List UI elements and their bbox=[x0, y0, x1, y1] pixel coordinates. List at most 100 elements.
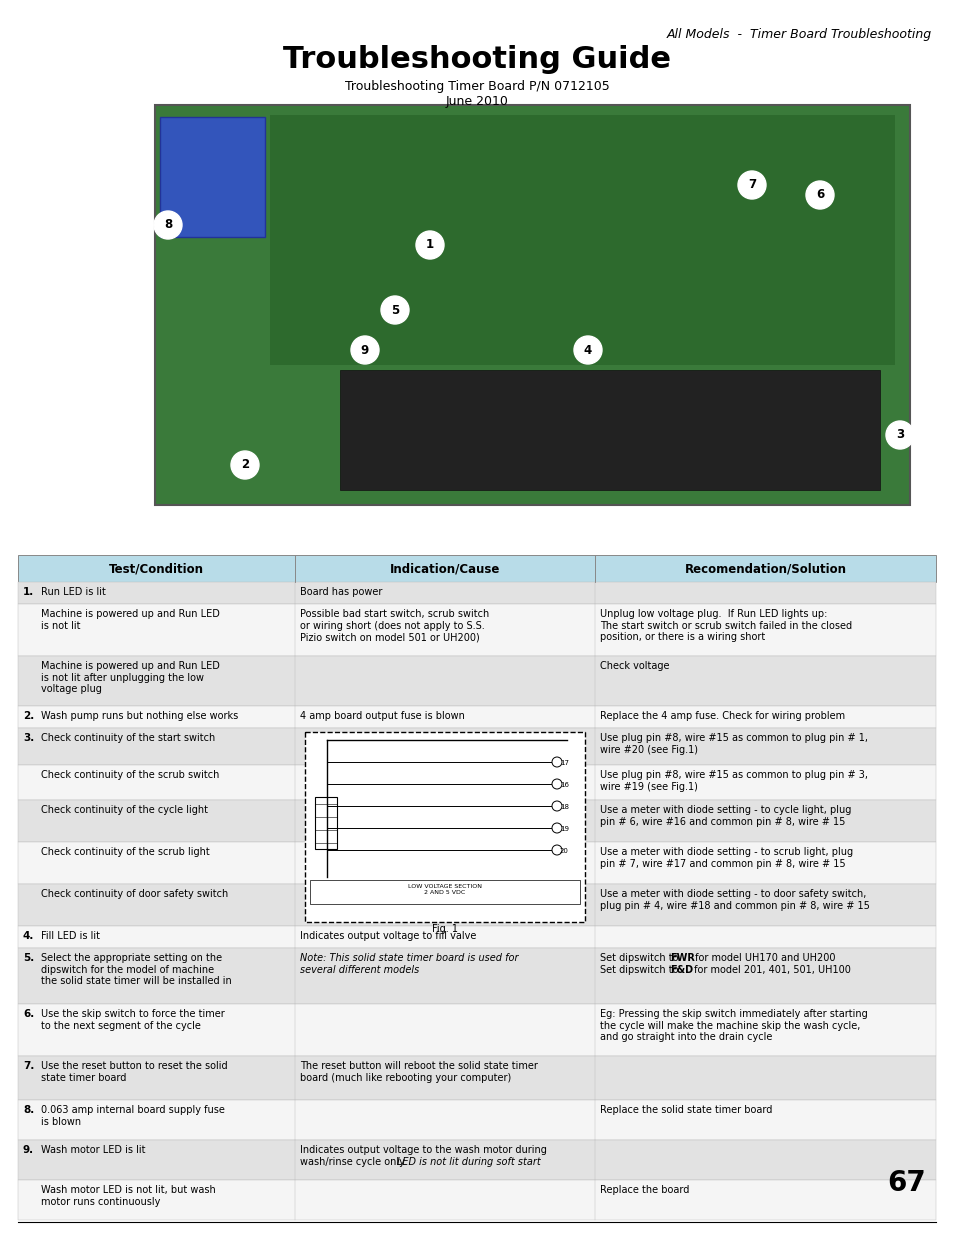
Text: Set dipswitch to: Set dipswitch to bbox=[599, 965, 680, 974]
Text: All Models  -  Timer Board Troubleshooting: All Models - Timer Board Troubleshooting bbox=[666, 28, 931, 41]
Circle shape bbox=[351, 336, 378, 364]
Text: 9: 9 bbox=[360, 343, 369, 357]
Text: Check continuity of the cycle light: Check continuity of the cycle light bbox=[41, 805, 208, 815]
Text: Use the reset button to reset the solid
state timer board: Use the reset button to reset the solid … bbox=[41, 1061, 228, 1083]
Text: Indicates output voltage to the wash motor during: Indicates output voltage to the wash mot… bbox=[299, 1145, 546, 1155]
FancyBboxPatch shape bbox=[18, 1004, 935, 1056]
Text: The reset button will reboot the solid state timer
board (much like rebooting yo: The reset button will reboot the solid s… bbox=[299, 1061, 537, 1083]
FancyBboxPatch shape bbox=[154, 105, 909, 505]
Text: 8: 8 bbox=[164, 219, 172, 231]
Text: Check voltage: Check voltage bbox=[599, 661, 669, 671]
Text: Possible bad start switch, scrub switch
or wiring short (does not apply to S.S.
: Possible bad start switch, scrub switch … bbox=[299, 609, 489, 642]
Text: 5.: 5. bbox=[23, 953, 34, 963]
FancyBboxPatch shape bbox=[18, 926, 935, 948]
Text: wash/rinse cycle only.: wash/rinse cycle only. bbox=[299, 1157, 413, 1167]
FancyBboxPatch shape bbox=[18, 706, 935, 727]
Text: F&D: F&D bbox=[669, 965, 692, 974]
FancyBboxPatch shape bbox=[314, 797, 336, 848]
Text: Check continuity of the start switch: Check continuity of the start switch bbox=[41, 734, 215, 743]
Circle shape bbox=[552, 823, 561, 832]
Text: 7.: 7. bbox=[23, 1061, 34, 1071]
FancyBboxPatch shape bbox=[18, 884, 935, 926]
Text: 4.: 4. bbox=[23, 931, 34, 941]
FancyBboxPatch shape bbox=[310, 881, 579, 904]
Text: 8.: 8. bbox=[23, 1105, 34, 1115]
Circle shape bbox=[574, 336, 601, 364]
FancyBboxPatch shape bbox=[18, 555, 935, 582]
Text: Fig. 1: Fig. 1 bbox=[432, 924, 457, 934]
FancyBboxPatch shape bbox=[18, 948, 935, 1004]
Text: Board has power: Board has power bbox=[299, 587, 382, 597]
Text: 4: 4 bbox=[583, 343, 592, 357]
Text: 1.: 1. bbox=[23, 587, 34, 597]
Text: Note: This solid state timer board is used for
several different models: Note: This solid state timer board is us… bbox=[299, 953, 518, 974]
Text: Use a meter with diode setting - to cycle light, plug
pin # 6, wire #16 and comm: Use a meter with diode setting - to cycl… bbox=[599, 805, 850, 826]
Text: Unplug low voltage plug.  If Run LED lights up:
The start switch or scrub switch: Unplug low voltage plug. If Run LED ligh… bbox=[599, 609, 851, 642]
Text: Recomendation/Solution: Recomendation/Solution bbox=[684, 562, 845, 576]
Text: 6.: 6. bbox=[23, 1009, 34, 1019]
Text: 67: 67 bbox=[886, 1170, 925, 1197]
Text: for model UH170 and UH200: for model UH170 and UH200 bbox=[691, 953, 834, 963]
Text: 4 amp board output fuse is blown: 4 amp board output fuse is blown bbox=[299, 711, 464, 721]
FancyBboxPatch shape bbox=[339, 370, 879, 490]
Text: Fill LED is lit: Fill LED is lit bbox=[41, 931, 100, 941]
Text: 19: 19 bbox=[559, 826, 568, 832]
Text: Troubleshooting Timer Board P/N 0712105: Troubleshooting Timer Board P/N 0712105 bbox=[344, 80, 609, 93]
Text: Check continuity of door safety switch: Check continuity of door safety switch bbox=[41, 889, 228, 899]
FancyBboxPatch shape bbox=[18, 842, 935, 884]
FancyBboxPatch shape bbox=[18, 582, 935, 604]
Text: Test/Condition: Test/Condition bbox=[109, 562, 204, 576]
FancyBboxPatch shape bbox=[160, 117, 265, 237]
Circle shape bbox=[380, 296, 409, 324]
Text: 9.: 9. bbox=[23, 1145, 34, 1155]
Text: Wash motor LED is lit: Wash motor LED is lit bbox=[41, 1145, 146, 1155]
Circle shape bbox=[885, 421, 913, 450]
Text: 0.063 amp internal board supply fuse
is blown: 0.063 amp internal board supply fuse is … bbox=[41, 1105, 225, 1126]
Text: 2.: 2. bbox=[23, 711, 34, 721]
Text: Check continuity of the scrub switch: Check continuity of the scrub switch bbox=[41, 769, 219, 781]
Text: for model 201, 401, 501, UH100: for model 201, 401, 501, UH100 bbox=[690, 965, 850, 974]
Circle shape bbox=[738, 170, 765, 199]
Text: Wash motor LED is not lit, but wash
motor runs continuously: Wash motor LED is not lit, but wash moto… bbox=[41, 1186, 215, 1207]
FancyBboxPatch shape bbox=[18, 764, 935, 800]
Text: Use a meter with diode setting - to door safety switch,
plug pin # 4, wire #18 a: Use a meter with diode setting - to door… bbox=[599, 889, 869, 910]
Text: Indicates output voltage to fill valve: Indicates output voltage to fill valve bbox=[299, 931, 476, 941]
Circle shape bbox=[416, 231, 443, 259]
FancyBboxPatch shape bbox=[18, 727, 935, 764]
FancyBboxPatch shape bbox=[18, 1100, 935, 1140]
Text: Machine is powered up and Run LED
is not lit after unplugging the low
voltage pl: Machine is powered up and Run LED is not… bbox=[41, 661, 219, 694]
Text: 6: 6 bbox=[815, 189, 823, 201]
Text: 3: 3 bbox=[895, 429, 903, 441]
Text: Machine is powered up and Run LED
is not lit: Machine is powered up and Run LED is not… bbox=[41, 609, 219, 631]
Text: Use a meter with diode setting - to scrub light, plug
pin # 7, wire #17 and comm: Use a meter with diode setting - to scru… bbox=[599, 847, 852, 868]
Text: FWR: FWR bbox=[669, 953, 694, 963]
Text: Select the appropriate setting on the
dipswitch for the model of machine
the sol: Select the appropriate setting on the di… bbox=[41, 953, 232, 987]
FancyBboxPatch shape bbox=[270, 115, 894, 366]
Text: Wash pump runs but nothing else works: Wash pump runs but nothing else works bbox=[41, 711, 238, 721]
Text: 17: 17 bbox=[559, 760, 568, 766]
Text: LOW VOLTAGE SECTION
2 AND 5 VDC: LOW VOLTAGE SECTION 2 AND 5 VDC bbox=[408, 884, 481, 895]
Text: Use plug pin #8, wire #15 as common to plug pin # 1,
wire #20 (see Fig.1): Use plug pin #8, wire #15 as common to p… bbox=[599, 734, 867, 755]
FancyBboxPatch shape bbox=[18, 1056, 935, 1100]
Text: 1: 1 bbox=[425, 238, 434, 252]
Text: 20: 20 bbox=[559, 848, 568, 853]
FancyBboxPatch shape bbox=[18, 1140, 935, 1179]
FancyBboxPatch shape bbox=[18, 800, 935, 842]
Text: Troubleshooting Guide: Troubleshooting Guide bbox=[283, 44, 670, 74]
FancyBboxPatch shape bbox=[18, 656, 935, 706]
Text: 5: 5 bbox=[391, 304, 398, 316]
Text: LED is not lit during soft start: LED is not lit during soft start bbox=[396, 1157, 540, 1167]
FancyBboxPatch shape bbox=[305, 732, 584, 923]
Circle shape bbox=[805, 182, 833, 209]
Text: Check continuity of the scrub light: Check continuity of the scrub light bbox=[41, 847, 210, 857]
Circle shape bbox=[552, 802, 561, 811]
Text: June 2010: June 2010 bbox=[445, 95, 508, 107]
Text: Replace the 4 amp fuse. Check for wiring problem: Replace the 4 amp fuse. Check for wiring… bbox=[599, 711, 844, 721]
Text: Use the skip switch to force the timer
to the next segment of the cycle: Use the skip switch to force the timer t… bbox=[41, 1009, 225, 1030]
Text: Eg: Pressing the skip switch immediately after starting
the cycle will make the : Eg: Pressing the skip switch immediately… bbox=[599, 1009, 867, 1042]
Text: Replace the board: Replace the board bbox=[599, 1186, 689, 1195]
Circle shape bbox=[153, 211, 182, 240]
Text: Replace the solid state timer board: Replace the solid state timer board bbox=[599, 1105, 772, 1115]
Text: Use plug pin #8, wire #15 as common to plug pin # 3,
wire #19 (see Fig.1): Use plug pin #8, wire #15 as common to p… bbox=[599, 769, 867, 792]
Circle shape bbox=[231, 451, 258, 479]
